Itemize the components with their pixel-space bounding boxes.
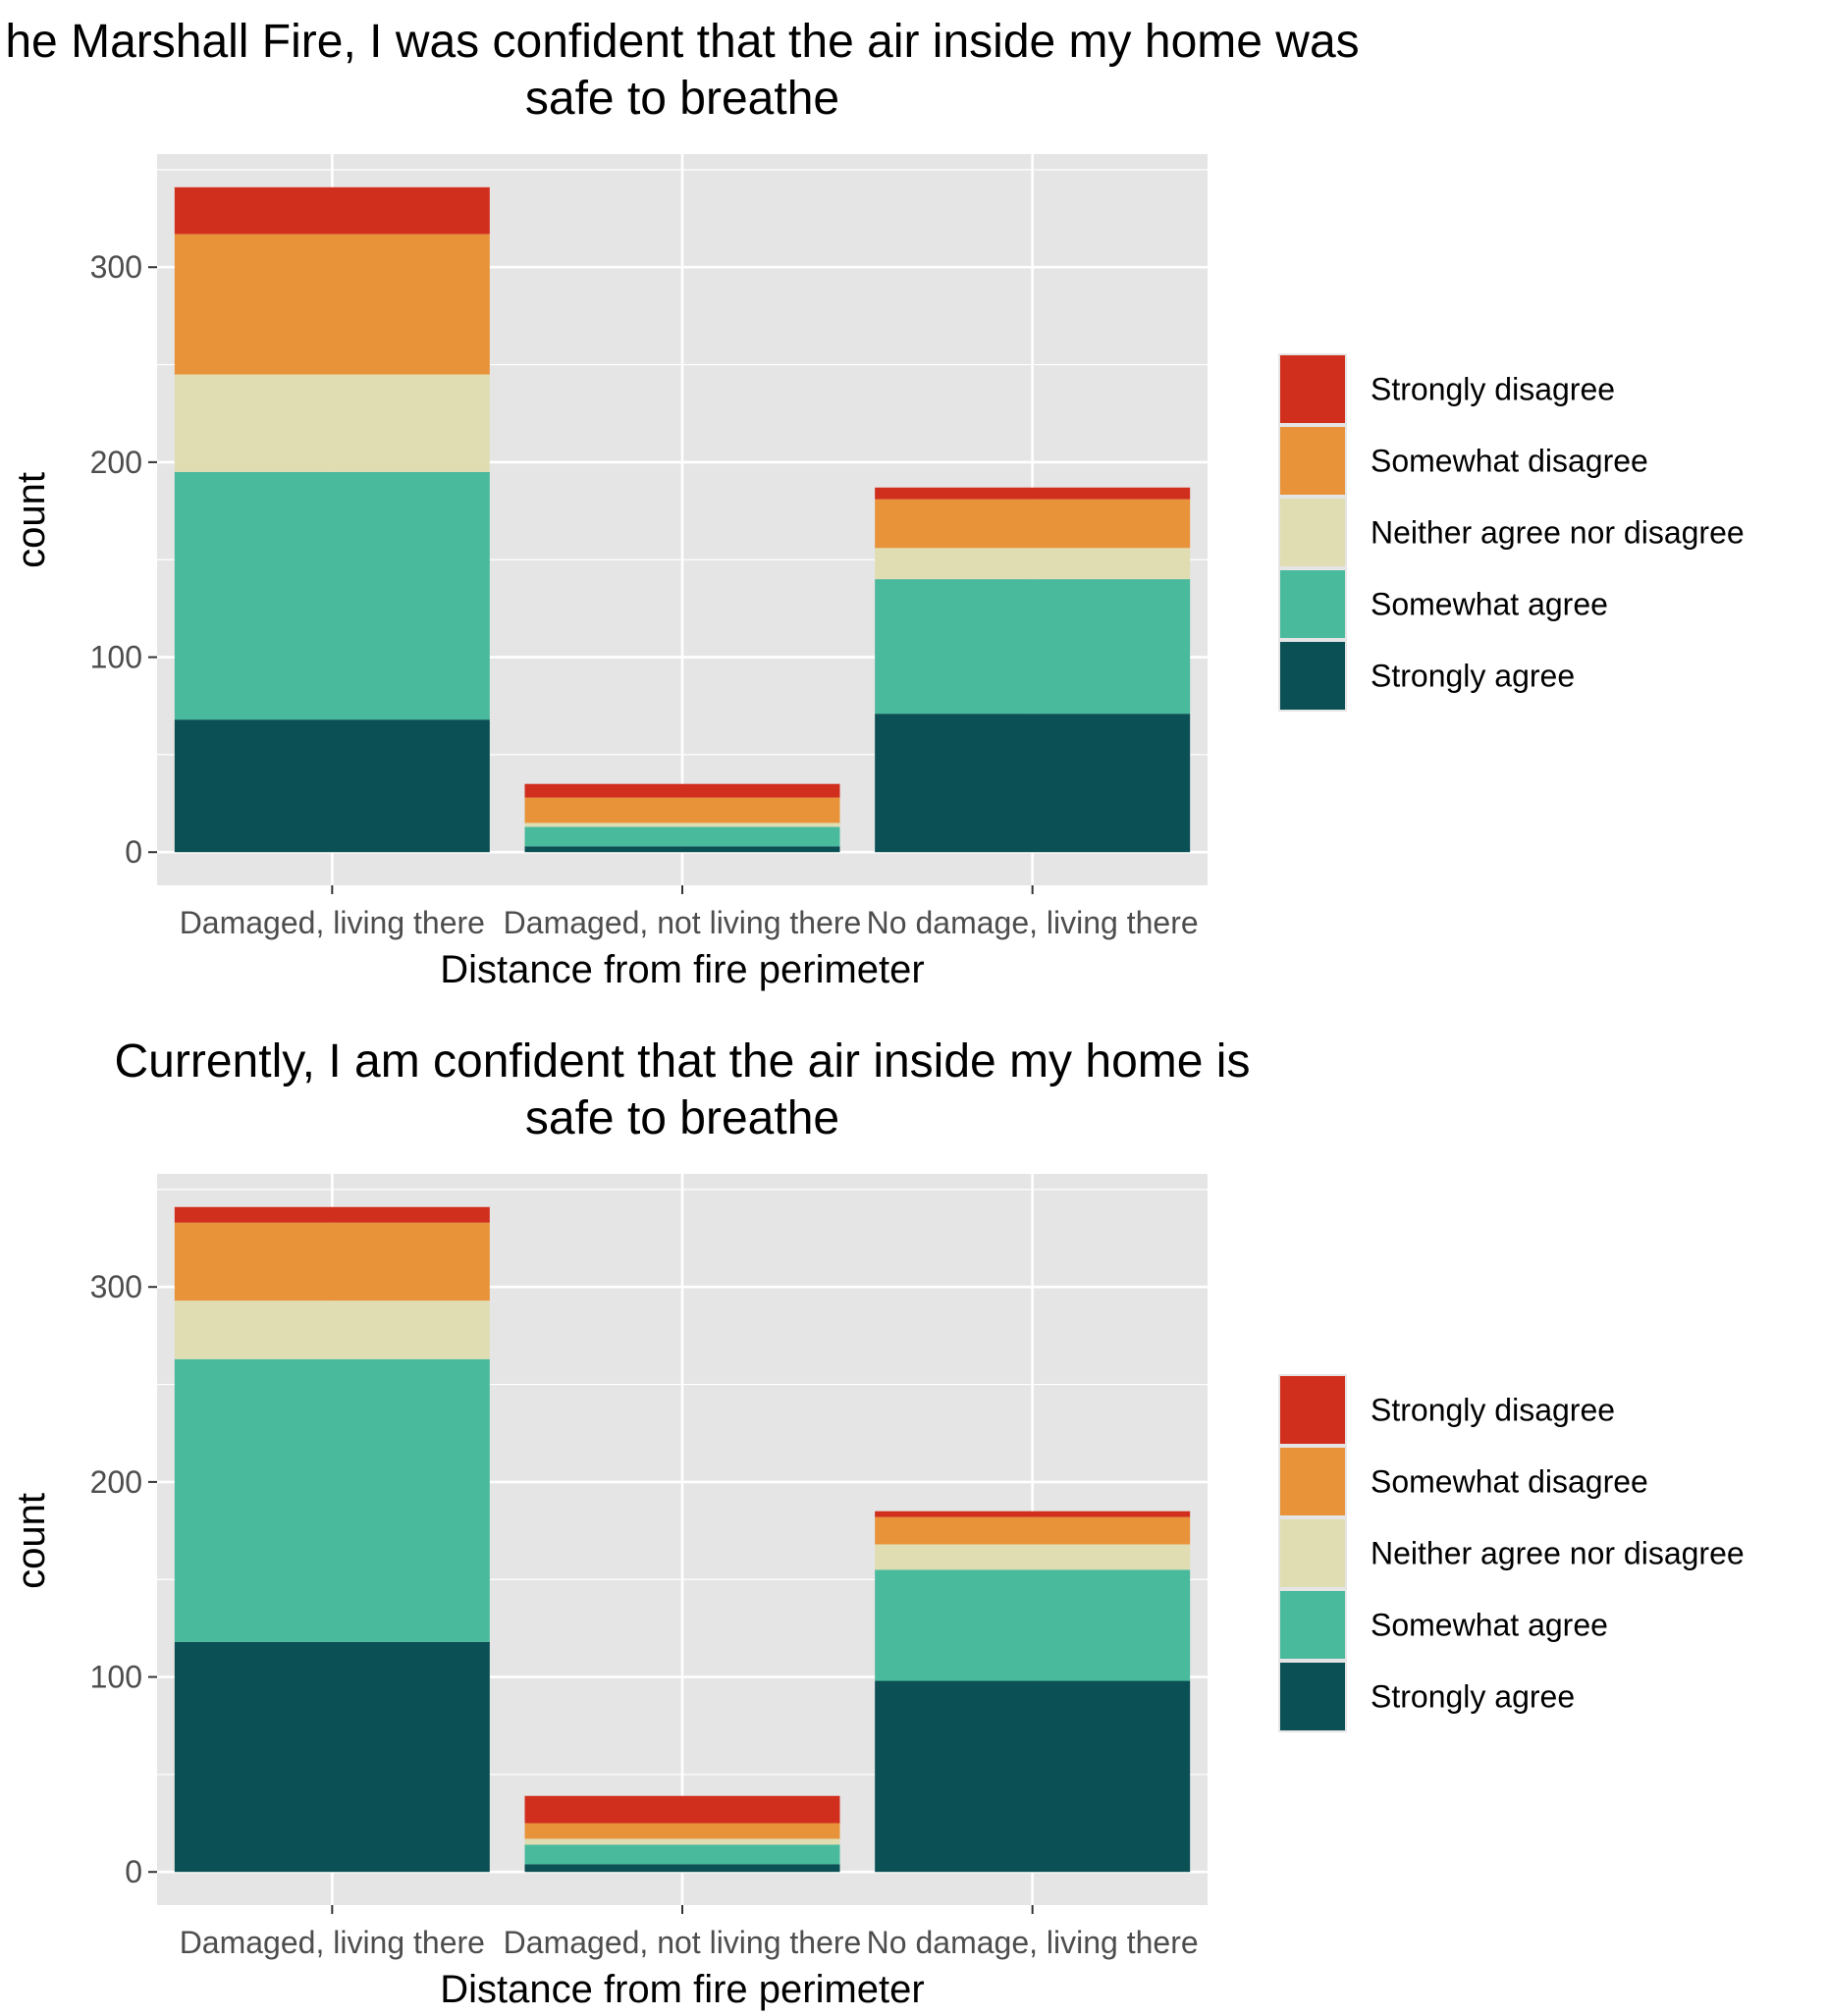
bar-strongly-agree-damaged-not-living-there [524, 846, 840, 853]
bar-somewhat-disagree-damaged-not-living-there [524, 1823, 840, 1839]
x-tick-label: No damage, living there [867, 1925, 1199, 1960]
bar-strongly-disagree-no-damage-living-there [875, 1511, 1191, 1517]
legend-label-somewhat-agree: Somewhat agree [1371, 1608, 1608, 1643]
legend-label-somewhat-disagree: Somewhat disagree [1371, 444, 1648, 479]
y-tick-label: 300 [90, 1269, 142, 1304]
bar-strongly-disagree-damaged-living-there [174, 186, 490, 235]
x-tick-label: No damage, living there [867, 905, 1199, 940]
y-tick-label: 0 [125, 834, 142, 870]
y-tick-label: 200 [90, 1464, 142, 1500]
legend-label-strongly-disagree: Strongly disagree [1371, 372, 1615, 407]
legend-key-somewhat-agree [1280, 1591, 1345, 1659]
legend-key-strongly-agree [1280, 1663, 1345, 1730]
bar-neither-agree-nor-disagree-no-damage-living-there [875, 548, 1191, 580]
chart-title: Currently, I am confident that the air i… [115, 1035, 1251, 1088]
bar-strongly-agree-no-damage-living-there [875, 1680, 1191, 1873]
bar-neither-agree-nor-disagree-no-damage-living-there [875, 1544, 1191, 1570]
bar-somewhat-agree-damaged-not-living-there [524, 826, 840, 847]
bar-somewhat-agree-damaged-not-living-there [524, 1844, 840, 1865]
y-tick-label: 100 [90, 1660, 142, 1695]
legend-label-strongly-agree: Strongly agree [1371, 1679, 1575, 1715]
chart-subtitle: safe to breathe [525, 1092, 839, 1144]
chart-subtitle: safe to breathe [525, 73, 839, 125]
y-tick-label: 300 [90, 249, 142, 285]
legend-key-neither-agree-nor-disagree [1280, 1519, 1345, 1587]
y-axis-title: count [10, 1493, 53, 1589]
bar-neither-agree-nor-disagree-damaged-not-living-there [524, 1838, 840, 1845]
bar-somewhat-disagree-damaged-living-there [174, 234, 490, 375]
legend-label-strongly-agree: Strongly agree [1371, 659, 1575, 694]
bar-strongly-disagree-damaged-living-there [174, 1206, 490, 1223]
legend-key-somewhat-disagree [1280, 1448, 1345, 1515]
bar-somewhat-disagree-no-damage-living-there [875, 499, 1191, 549]
legend-key-somewhat-agree [1280, 570, 1345, 638]
bar-strongly-agree-damaged-living-there [174, 719, 490, 853]
bar-neither-agree-nor-disagree-damaged-not-living-there [524, 822, 840, 827]
legend-label-neither-agree-nor-disagree: Neither agree nor disagree [1371, 515, 1745, 551]
legend-key-strongly-agree [1280, 642, 1345, 710]
bar-somewhat-agree-damaged-living-there [174, 1358, 490, 1642]
chart-title: he Marshall Fire, I was confident that t… [5, 16, 1359, 68]
bar-strongly-agree-no-damage-living-there [875, 714, 1191, 853]
legend-key-strongly-disagree [1280, 1376, 1345, 1444]
legend-label-strongly-disagree: Strongly disagree [1371, 1393, 1615, 1428]
x-axis-title: Distance from fire perimeter [440, 948, 924, 991]
x-axis-title: Distance from fire perimeter [440, 1968, 924, 2011]
chart-1: he Marshall Fire, I was confident that t… [5, 16, 1744, 991]
x-tick-label: Damaged, not living there [504, 1925, 862, 1960]
legend-label-somewhat-disagree: Somewhat disagree [1371, 1464, 1648, 1500]
legend: Strongly disagree Somewhat disagree Neithe… [1278, 1374, 1745, 1732]
legend-label-somewhat-agree: Somewhat agree [1371, 587, 1608, 622]
y-tick-label: 200 [90, 445, 142, 480]
legend: Strongly disagree Somewhat disagree Neithe… [1278, 353, 1745, 712]
x-tick-label: Damaged, living there [180, 1925, 485, 1960]
chart-2: Currently, I am confident that the air i… [10, 1035, 1745, 2011]
bar-neither-agree-nor-disagree-damaged-living-there [174, 374, 490, 472]
bar-somewhat-disagree-damaged-living-there [174, 1222, 490, 1301]
bar-somewhat-agree-no-damage-living-there [875, 1569, 1191, 1681]
legend-key-neither-agree-nor-disagree [1280, 499, 1345, 566]
legend-key-somewhat-disagree [1280, 427, 1345, 495]
bar-strongly-agree-damaged-not-living-there [524, 1864, 840, 1873]
legend-label-neither-agree-nor-disagree: Neither agree nor disagree [1371, 1536, 1745, 1571]
y-tick-label: 0 [125, 1854, 142, 1889]
x-tick-label: Damaged, not living there [504, 905, 862, 940]
legend-key-strongly-disagree [1280, 355, 1345, 423]
x-tick-label: Damaged, living there [180, 905, 485, 940]
bar-somewhat-agree-damaged-living-there [174, 471, 490, 720]
bar-somewhat-disagree-damaged-not-living-there [524, 797, 840, 823]
bar-strongly-disagree-damaged-not-living-there [524, 783, 840, 798]
bar-somewhat-disagree-no-damage-living-there [875, 1516, 1191, 1545]
bar-somewhat-agree-no-damage-living-there [875, 579, 1191, 715]
bar-neither-agree-nor-disagree-damaged-living-there [174, 1300, 490, 1359]
y-tick-label: 100 [90, 640, 142, 675]
y-axis-title: count [10, 472, 53, 568]
bar-strongly-agree-damaged-living-there [174, 1641, 490, 1873]
bar-strongly-disagree-damaged-not-living-there [524, 1795, 840, 1824]
bar-strongly-disagree-no-damage-living-there [875, 487, 1191, 500]
